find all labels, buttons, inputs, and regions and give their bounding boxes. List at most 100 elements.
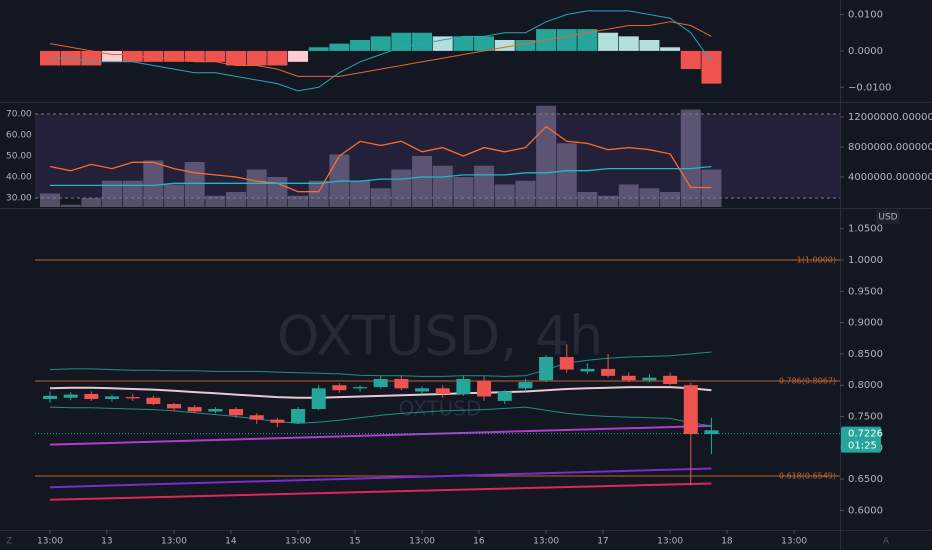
trendline xyxy=(49,424,712,446)
histogram-bar xyxy=(412,32,433,51)
volume-bar xyxy=(81,198,102,207)
y-tick-label: 0.9000 xyxy=(848,318,883,329)
currency-label: USD xyxy=(878,213,897,223)
candle-body xyxy=(353,387,368,389)
volume-bar xyxy=(660,192,681,207)
last-price-label: 0.7226 xyxy=(848,429,883,440)
histogram-bar xyxy=(370,36,391,51)
volume-bar xyxy=(453,177,474,207)
volume-bar xyxy=(288,195,309,207)
histogram-bar xyxy=(474,36,495,51)
volume-bar xyxy=(598,195,619,207)
histogram-bar xyxy=(164,50,185,62)
histogram-bar xyxy=(432,36,453,51)
volume-bar xyxy=(205,195,226,207)
histogram-bar xyxy=(391,32,412,51)
candle-body xyxy=(518,382,533,389)
indicator-line xyxy=(49,21,712,77)
histogram-bar xyxy=(102,50,123,62)
overlay-line xyxy=(49,351,712,377)
volume-bar xyxy=(350,180,371,207)
candle-body xyxy=(125,397,140,399)
y2-tick-label: 8000000.00000000 xyxy=(848,142,932,153)
indicator-line xyxy=(50,10,712,92)
histogram-bar xyxy=(556,29,577,51)
candle-body xyxy=(435,388,450,394)
volume-bar xyxy=(143,160,164,207)
volume-bar xyxy=(102,180,123,207)
candle-body xyxy=(249,415,264,420)
auto-scale-button[interactable]: A xyxy=(883,537,890,547)
trendline xyxy=(49,467,712,489)
histogram-bar xyxy=(680,50,701,70)
candle-body xyxy=(642,377,657,381)
zoom-icon[interactable]: Z xyxy=(6,537,12,547)
x-tick-label: 18 xyxy=(721,537,733,547)
candle-body xyxy=(621,375,636,381)
y-tick-label: 0.6500 xyxy=(848,474,883,485)
histogram-bar xyxy=(122,50,143,62)
overlay-line xyxy=(49,386,712,399)
volume-bar xyxy=(474,165,495,207)
candle-body xyxy=(146,397,161,404)
candle-body xyxy=(63,394,78,398)
volume-bar xyxy=(267,177,288,207)
candle-body xyxy=(167,403,182,409)
volume-bar xyxy=(412,156,433,207)
x-tick-label: 13:00 xyxy=(533,537,559,547)
volume-bar xyxy=(432,165,453,207)
volume-bar xyxy=(494,184,515,207)
candle-body xyxy=(84,393,99,399)
histogram-bar xyxy=(81,50,102,66)
candle-body xyxy=(456,378,471,394)
y2-tick-label: 4000000.00000000 xyxy=(848,172,932,183)
candle-body xyxy=(497,391,512,401)
histogram-bar xyxy=(226,50,247,66)
x-tick-label: 13:00 xyxy=(657,537,683,547)
volume-bar xyxy=(536,105,557,207)
indicator-line xyxy=(49,125,712,193)
candle-body xyxy=(229,408,244,416)
histogram-bar xyxy=(639,40,660,51)
x-tick-label: 17 xyxy=(597,537,608,547)
y-tick-label: 70.00 xyxy=(6,110,32,120)
candle-body xyxy=(415,388,430,392)
histogram-bar xyxy=(205,50,226,62)
x-tick-label: 14 xyxy=(225,537,237,547)
histogram-bar xyxy=(618,36,639,51)
histogram-bar xyxy=(515,40,536,51)
fib-label: 1(1.0000) xyxy=(797,256,836,265)
histogram-bar xyxy=(143,50,164,62)
histogram-bar xyxy=(701,50,722,84)
volume-bar xyxy=(370,188,391,207)
y-tick-label: 40.00 xyxy=(6,172,32,182)
x-tick-label: 13 xyxy=(101,537,112,547)
indicator-line xyxy=(50,165,712,187)
currency-badge xyxy=(876,210,900,224)
y-tick-label: 60.00 xyxy=(6,131,32,141)
volume-bar xyxy=(556,143,577,207)
y2-tick-label: 12000000.00000000 xyxy=(848,112,932,123)
y-tick-label: −0.0100 xyxy=(848,82,891,93)
x-tick-label: 16 xyxy=(473,537,485,547)
candle-body xyxy=(477,380,492,397)
volume-bar xyxy=(246,169,267,207)
candle-body xyxy=(663,375,678,384)
candle-body xyxy=(43,395,57,399)
histogram-bar xyxy=(184,50,205,62)
y-tick-label: 50.00 xyxy=(6,152,32,162)
candle-body xyxy=(601,368,616,376)
watermark: OXTUSD, 4h xyxy=(277,305,603,368)
volume-bar xyxy=(308,180,329,207)
candle-body xyxy=(539,357,554,381)
x-tick-label: 13:00 xyxy=(781,537,807,547)
y-tick-label: 0.0000 xyxy=(848,46,883,57)
x-tick-label: 13:00 xyxy=(161,537,187,547)
volume-bar xyxy=(226,192,247,207)
candle-body xyxy=(105,396,120,399)
candle-body xyxy=(332,385,347,391)
countdown-label: 01:25 xyxy=(848,441,877,452)
y-tick-label: 0.0100 xyxy=(848,10,883,21)
histogram-bar xyxy=(660,47,681,51)
volume-bar xyxy=(701,169,722,207)
